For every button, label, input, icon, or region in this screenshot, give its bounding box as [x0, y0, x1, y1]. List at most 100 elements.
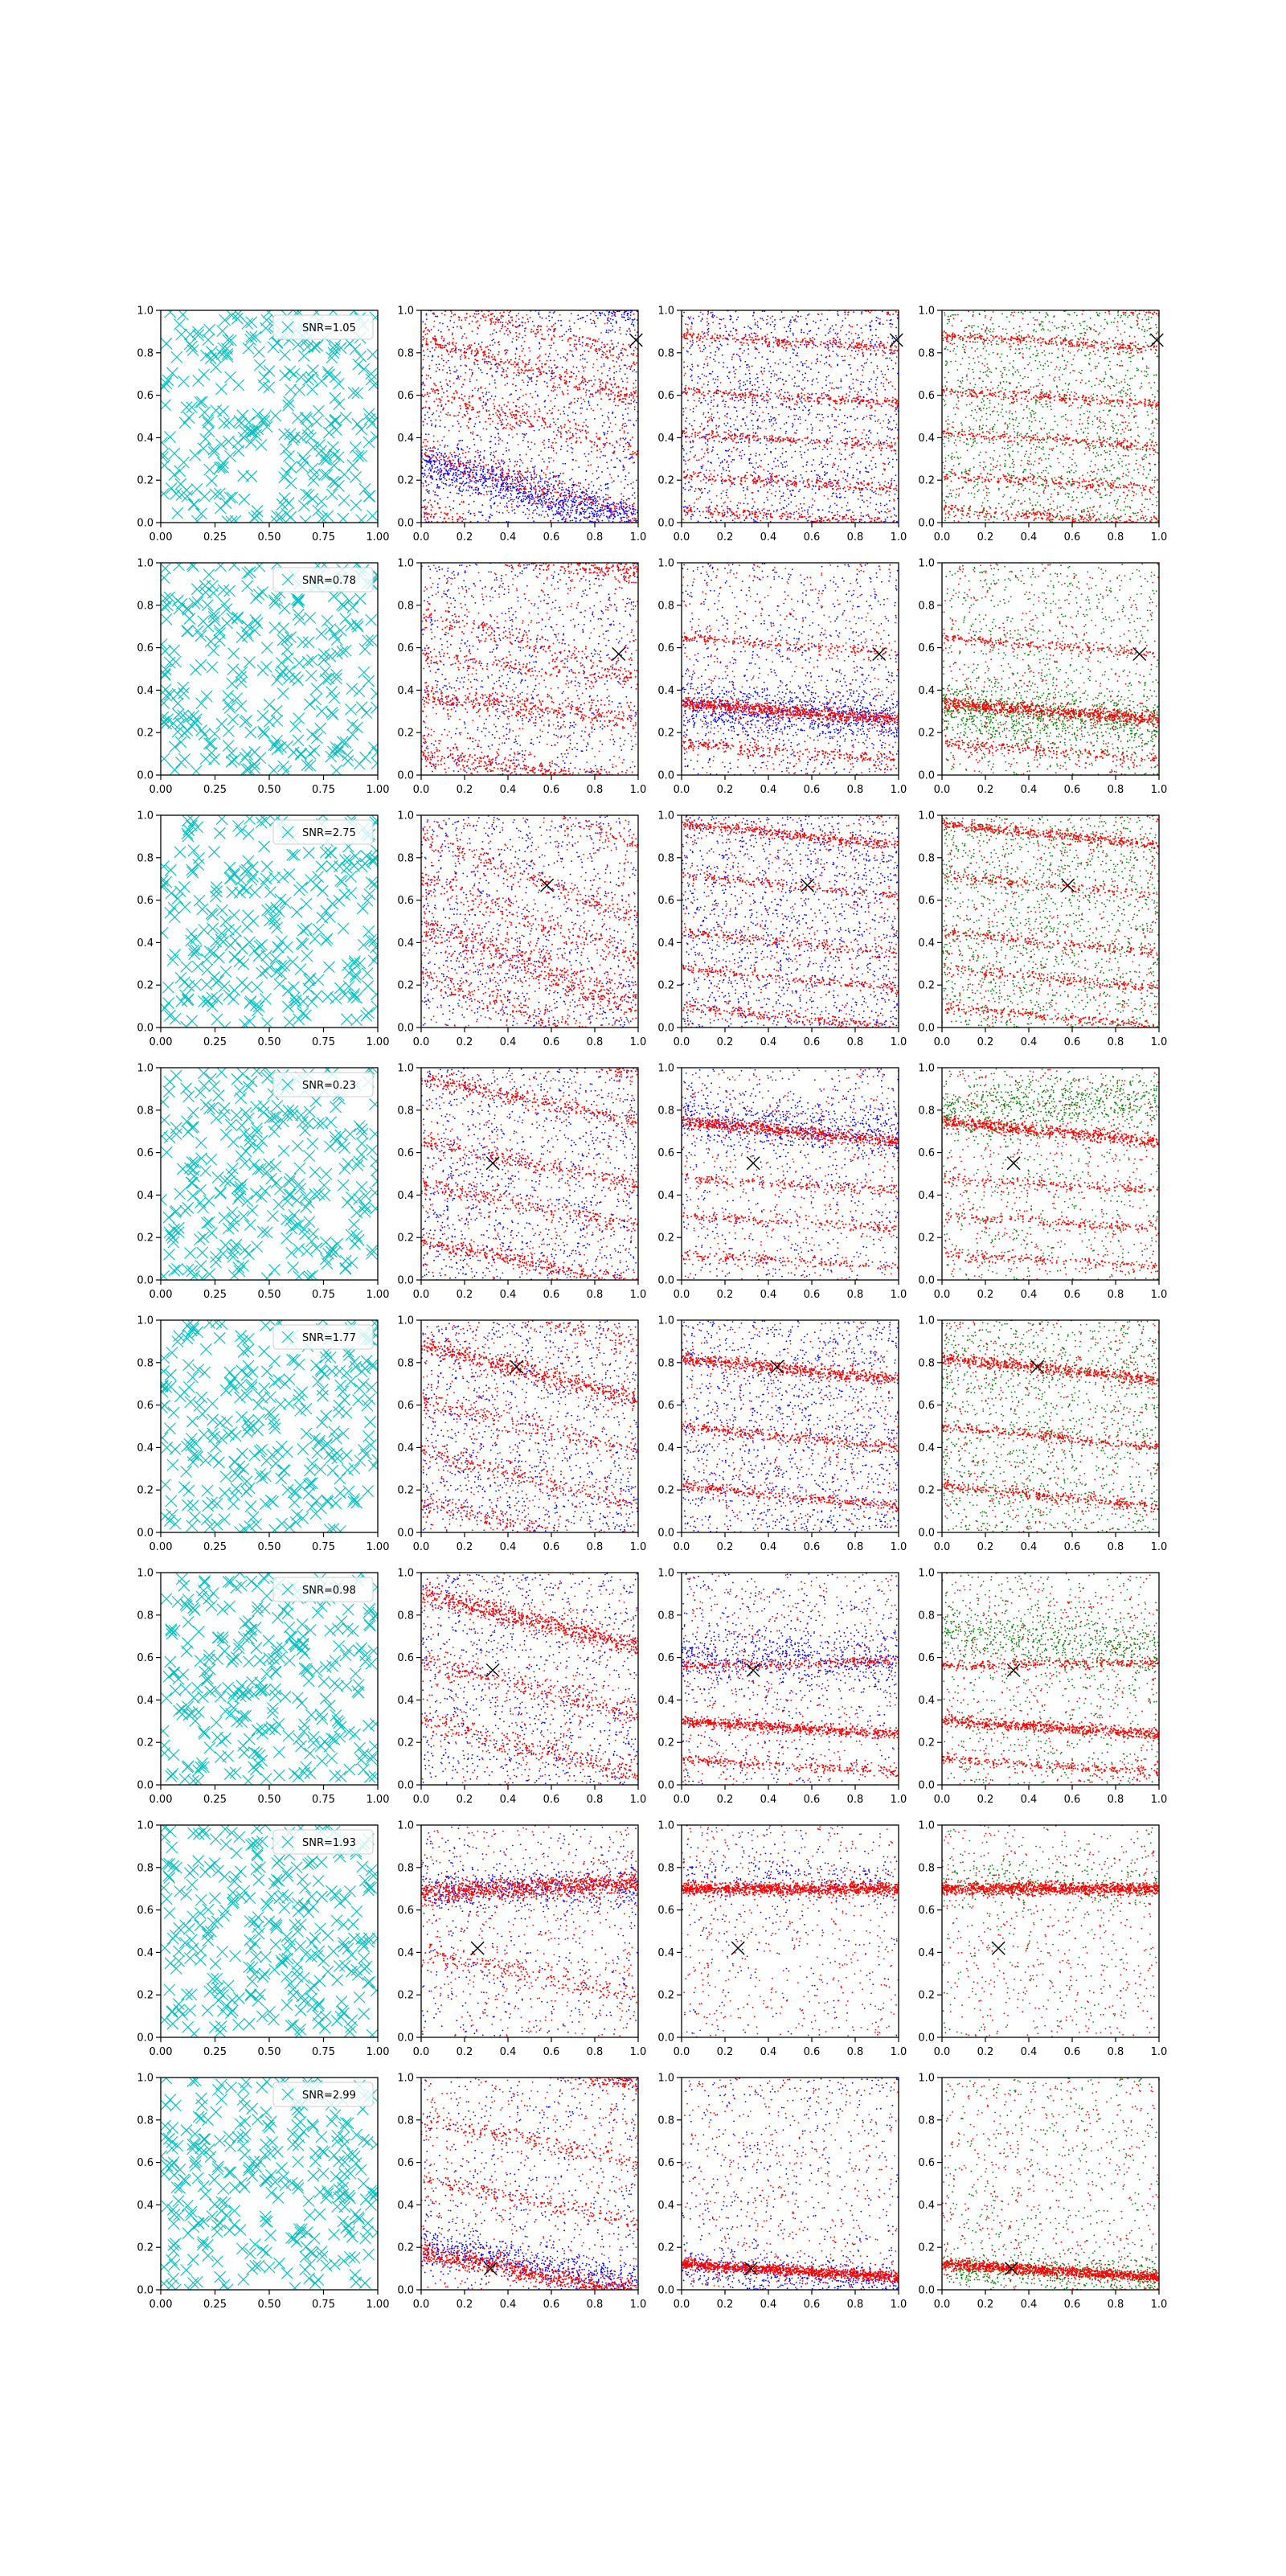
scatter-point — [799, 489, 801, 490]
scatter-point — [533, 510, 534, 511]
scatter-point — [490, 490, 492, 492]
scatter-point — [560, 432, 562, 433]
scatter-point — [468, 486, 469, 487]
scatter-point — [768, 413, 769, 415]
scatter-point — [531, 458, 533, 460]
scatter-point — [425, 314, 427, 316]
scatter-point — [598, 348, 600, 350]
scatter-point — [493, 338, 494, 340]
scatter-point — [480, 460, 481, 461]
scatter-point — [478, 411, 480, 412]
scatter-point — [500, 359, 502, 360]
scatter-point — [727, 450, 729, 452]
scatter-point — [740, 360, 742, 362]
scatter-point — [477, 521, 479, 523]
scatter-point — [560, 515, 562, 517]
scatter-point — [425, 456, 427, 457]
scatter-point — [423, 425, 424, 426]
scatter-point — [616, 511, 617, 512]
scatter-point — [469, 459, 471, 461]
scatter-point — [812, 380, 813, 382]
scatter-point — [605, 384, 607, 385]
scatter-point — [518, 411, 520, 412]
scatter-point — [457, 476, 458, 478]
scatter-point — [632, 322, 633, 323]
scatter-point — [607, 320, 608, 322]
scatter-point — [518, 505, 520, 507]
scatter-point — [478, 511, 480, 513]
scatter-point — [588, 508, 589, 510]
scatter-point — [540, 498, 542, 500]
scatter-point — [528, 491, 530, 493]
scatter-point — [434, 501, 436, 502]
scatter-point — [870, 460, 872, 461]
scatter-point — [496, 429, 498, 430]
scatter-point — [557, 484, 559, 486]
scatter-point — [550, 424, 551, 425]
scatter-point — [629, 472, 630, 474]
scatter-point — [556, 511, 558, 512]
scatter-point — [859, 507, 861, 508]
scatter-point — [468, 477, 469, 478]
scatter-point — [478, 313, 480, 314]
scatter-point — [528, 494, 530, 496]
scatter-point — [576, 491, 578, 493]
scatter-point — [440, 347, 442, 349]
scatter-point — [492, 313, 494, 314]
scatter-point — [537, 326, 539, 328]
scatter-point — [487, 469, 489, 470]
scatter-point — [608, 417, 609, 419]
scatter-point — [512, 437, 514, 438]
scatter-point — [491, 467, 493, 469]
scatter-point — [624, 449, 625, 450]
scatter-point — [435, 316, 436, 318]
scatter-point — [750, 381, 752, 383]
scatter-point — [571, 493, 573, 494]
scatter-point — [503, 495, 505, 497]
scatter-point — [563, 379, 565, 381]
scatter-point — [537, 494, 539, 495]
scatter-point — [467, 346, 469, 347]
scatter-point — [545, 354, 547, 355]
scatter-point — [583, 382, 584, 384]
scatter-point — [731, 434, 733, 436]
scatter-point — [440, 331, 442, 333]
scatter-point — [444, 437, 445, 438]
scatter-point — [754, 397, 756, 399]
scatter-point — [575, 347, 577, 349]
scatter-point — [563, 502, 564, 503]
scatter-point — [805, 372, 806, 374]
scatter-point — [786, 401, 788, 403]
scatter-point — [516, 417, 518, 419]
scatter-point — [520, 422, 522, 424]
scatter-point — [711, 396, 712, 398]
scatter-point — [632, 518, 633, 519]
scatter-point — [534, 412, 536, 414]
scatter-point — [634, 498, 636, 499]
scatter-point — [575, 339, 576, 341]
scatter-point — [516, 326, 518, 328]
scatter-point — [635, 347, 637, 348]
scatter-point — [613, 401, 615, 403]
scatter-point — [441, 404, 443, 406]
scatter-point — [440, 476, 441, 478]
scatter-point — [519, 470, 521, 472]
scatter-point — [594, 441, 596, 443]
scatter-point — [558, 427, 559, 429]
scatter-point — [689, 347, 690, 349]
scatter-point — [460, 408, 461, 409]
scatter-point — [449, 452, 451, 453]
scatter-point — [574, 502, 575, 503]
scatter-point — [518, 444, 519, 445]
scatter-point — [494, 474, 495, 475]
scatter-point — [457, 449, 459, 450]
scatter-point — [444, 445, 446, 446]
scatter-point — [636, 480, 637, 482]
scatter-point — [547, 490, 549, 492]
scatter-point — [544, 418, 546, 420]
scatter-point — [519, 466, 521, 467]
scatter-point — [527, 441, 529, 443]
scatter-point — [792, 334, 794, 336]
scatter-point — [431, 425, 432, 426]
scatter-point — [429, 499, 431, 501]
